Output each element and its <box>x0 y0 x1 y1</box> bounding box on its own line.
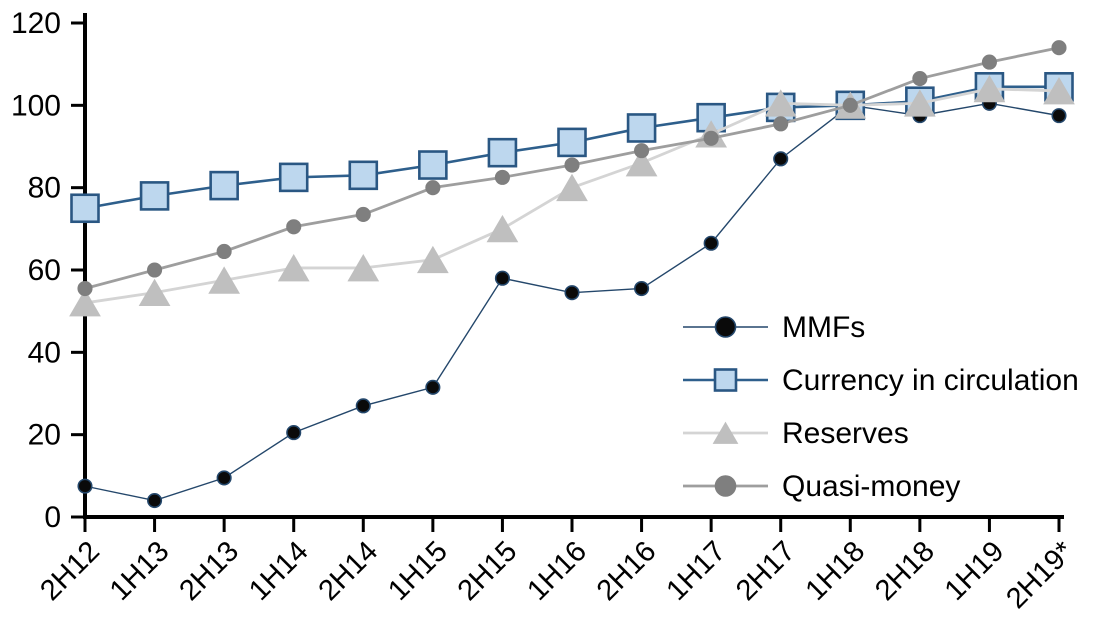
marker-quasi-money <box>494 169 510 185</box>
marker-mmfs <box>355 398 371 414</box>
x-tick-label: 1H16 <box>521 535 593 607</box>
marker-reserves <box>764 89 797 117</box>
marker-quasi-money <box>355 206 371 222</box>
y-tick-label: 0 <box>44 501 61 534</box>
marker-quasi-money <box>286 219 302 235</box>
y-tick-label: 80 <box>28 172 61 205</box>
y-tick-label: 120 <box>11 7 61 40</box>
x-tick-label: 1H14 <box>243 535 315 607</box>
marker-quasi-money <box>77 280 93 297</box>
legend-label-reserves: Reserves <box>782 417 909 450</box>
marker-quasi-money <box>842 97 858 113</box>
marker-reserves <box>556 173 588 202</box>
marker-mmfs <box>286 425 302 441</box>
marker-mmfs <box>564 285 580 301</box>
marker-quasi-money <box>912 71 928 87</box>
legend-marker-mmfs <box>714 316 737 338</box>
marker-reserves <box>973 74 1006 103</box>
x-tick-label: 1H15 <box>382 535 454 607</box>
x-tick-label: 2H16 <box>591 535 663 607</box>
marker-quasi-money <box>773 116 789 132</box>
legend-label-currency-in-circulation: Currency in circulation <box>782 364 1079 397</box>
legend-item-quasi-money: Quasi-money <box>683 470 960 503</box>
marker-reserves <box>138 278 171 307</box>
marker-mmfs <box>216 470 232 486</box>
x-tick-label: 2H18 <box>869 535 941 607</box>
marker-reserves <box>416 245 449 274</box>
marker-currency-in-circulation <box>626 113 657 143</box>
marker-currency-in-circulation <box>487 137 518 168</box>
marker-mmfs <box>634 280 650 297</box>
marker-reserves <box>903 89 936 117</box>
x-tick-label: 1H19 <box>939 535 1011 607</box>
marker-mmfs <box>77 478 93 494</box>
marker-mmfs <box>494 270 510 286</box>
marker-reserves <box>625 149 658 177</box>
marker-mmfs <box>773 151 789 167</box>
legend-marker-currency-in-circulation <box>713 368 738 392</box>
marker-currency-in-circulation <box>70 193 100 224</box>
y-tick-label: 20 <box>28 419 61 452</box>
marker-mmfs <box>147 492 163 509</box>
x-tick-label: 2H14 <box>313 535 385 607</box>
marker-reserves <box>486 214 519 243</box>
x-tick-label: 2H15 <box>452 535 524 607</box>
marker-reserves <box>1043 77 1075 105</box>
marker-mmfs <box>425 379 441 395</box>
marker-reserves <box>69 289 101 317</box>
series-quasi-money <box>77 40 1067 297</box>
marker-quasi-money <box>634 143 650 159</box>
legend-item-reserves: Reserves <box>683 417 909 450</box>
x-tick-label: 1H13 <box>104 535 176 607</box>
marker-quasi-money <box>703 130 719 146</box>
marker-reserves <box>277 254 310 282</box>
marker-currency-in-circulation <box>557 127 587 158</box>
marker-currency-in-circulation <box>348 160 379 191</box>
marker-mmfs <box>703 235 719 251</box>
legend-marker-quasi-money <box>714 475 737 497</box>
legend-label-mmfs: MMFs <box>782 311 865 344</box>
y-tick-label: 40 <box>28 336 61 369</box>
marker-quasi-money <box>216 243 232 260</box>
marker-quasi-money <box>1051 40 1067 56</box>
marker-mmfs <box>1051 108 1067 124</box>
marker-quasi-money <box>981 54 997 70</box>
x-tick-label: 2H13 <box>173 535 245 607</box>
y-tick-label: 60 <box>28 254 61 287</box>
y-tick-label: 100 <box>11 89 61 122</box>
marker-quasi-money <box>564 157 580 173</box>
marker-reserves <box>347 254 380 282</box>
legend: MMFs Currency in circulation Reserves Quasi… <box>683 311 1079 503</box>
marker-currency-in-circulation <box>209 170 239 201</box>
marker-quasi-money <box>425 180 441 196</box>
legend-marker-reserves <box>712 421 739 444</box>
marker-currency-in-circulation <box>278 162 309 193</box>
x-tick-label: 2H19* <box>1000 535 1080 615</box>
legend-item-currency-in-circulation: Currency in circulation <box>683 364 1079 397</box>
marker-currency-in-circulation <box>139 181 170 211</box>
x-tick-label: 2H12 <box>34 535 106 607</box>
series-reserves <box>69 74 1075 317</box>
marker-quasi-money <box>147 262 163 278</box>
marker-reserves <box>208 266 241 294</box>
x-tick-label: 2H17 <box>730 535 802 607</box>
legend-label-quasi-money: Quasi-money <box>782 470 960 503</box>
x-tick-label: 1H18 <box>800 535 872 607</box>
legend-item-mmfs: MMFs <box>683 311 865 344</box>
marker-currency-in-circulation <box>418 150 448 180</box>
x-tick-label: 1H17 <box>660 535 732 607</box>
